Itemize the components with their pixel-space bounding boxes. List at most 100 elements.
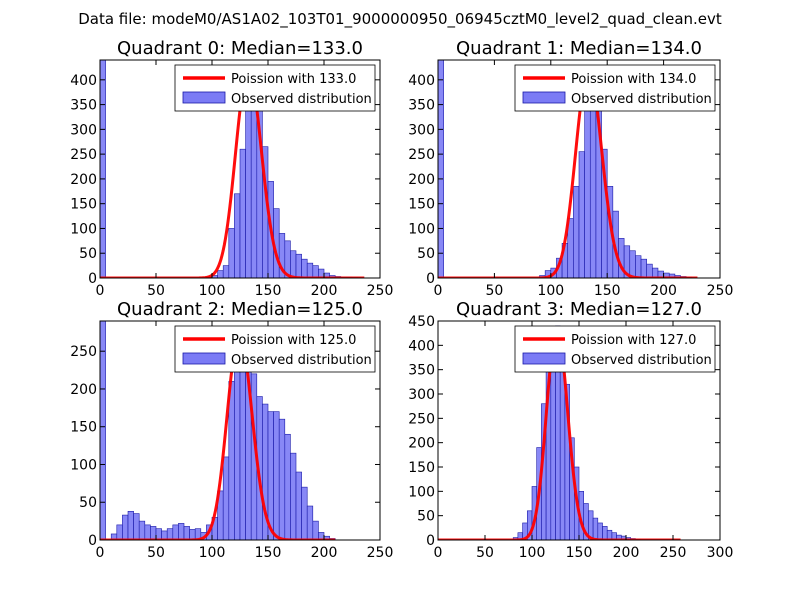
- y-tick-label: 400: [408, 73, 435, 89]
- subplot-quadrant-2: 0 50 100 150 200 250 0 50 100 150 200 250 Quadrant 2…: [70, 299, 393, 561]
- histogram-bar: [222, 265, 230, 278]
- x-tick-label: 50: [485, 283, 503, 299]
- histogram-bar: [239, 148, 246, 278]
- y-tick-label: 250: [70, 344, 97, 360]
- histogram-bar: [602, 526, 608, 540]
- y-tick-label: 0: [426, 533, 435, 549]
- histogram-bar: [646, 263, 653, 278]
- x-tick-label: 50: [476, 545, 494, 561]
- histogram-bar: [273, 411, 280, 540]
- legend: Poission with 134.0 Observed distribution: [514, 64, 716, 112]
- y-tick-label: 200: [408, 172, 435, 188]
- histogram-bar: [312, 520, 319, 540]
- y-tick-label: 150: [70, 197, 97, 213]
- legend-bar-label: Observed distribution: [571, 92, 712, 107]
- y-tick-label: 100: [70, 457, 97, 473]
- histogram-bar: [172, 524, 179, 540]
- histogram-bar: [284, 433, 291, 540]
- legend-bar-label: Observed distribution: [231, 353, 372, 368]
- histogram-bar: [290, 250, 297, 278]
- histogram-bar: [183, 526, 190, 540]
- legend-line-label: Poission with 127.0: [571, 333, 696, 348]
- histogram-bar: [133, 513, 140, 540]
- histogram-bar: [438, 60, 444, 278]
- histogram-bar: [166, 528, 174, 540]
- y-tick-label: 100: [70, 221, 97, 237]
- histogram-bar: [155, 528, 162, 540]
- subplot-title: Quadrant 1: Median=134.0: [456, 38, 702, 59]
- y-tick-label: 50: [79, 246, 97, 262]
- x-tick-label: 250: [367, 283, 394, 299]
- legend-bar-label: Observed distribution: [571, 353, 712, 368]
- poisson-curve: [100, 68, 365, 278]
- histogram-bar: [150, 526, 157, 540]
- y-tick-label: 350: [408, 363, 435, 379]
- histogram-bar: [306, 262, 314, 278]
- y-tick-label: 450: [408, 314, 435, 330]
- histogram-bar: [295, 471, 302, 540]
- x-tick-label: 300: [707, 545, 734, 561]
- y-tick-label: 50: [417, 509, 435, 525]
- legend-line-label: Poission with 133.0: [231, 72, 356, 87]
- x-tick-label: 150: [594, 283, 621, 299]
- histogram-bar: [573, 186, 580, 278]
- histogram-bar: [306, 505, 314, 540]
- poisson-curve: [438, 68, 698, 278]
- y-tick-label: 300: [70, 122, 97, 138]
- subplot-quadrant-0: 0 50 100 150 200 250 0 50 100 150 200 250 300 350 400 Q…: [70, 38, 393, 299]
- legend-bar-swatch: [182, 352, 226, 365]
- y-tick-label: 350: [408, 98, 435, 114]
- legend-bar-label: Observed distribution: [231, 92, 372, 107]
- figure-suptitle: Data file: modeM0/AS1A02_103T01_90000009…: [78, 10, 722, 29]
- histogram-bar: [312, 265, 319, 278]
- histogram-bar: [122, 514, 129, 540]
- histogram-bar: [100, 60, 106, 278]
- x-tick-label: 50: [147, 545, 165, 561]
- subplot-quadrant-1: 0 50 100 150 200 250 0 50 100 150 200 250 300 350 400 Q…: [408, 38, 733, 299]
- histogram-bar: [301, 486, 308, 540]
- axes-frame: [99, 59, 381, 279]
- axes-frame: [437, 59, 721, 279]
- histogram-bar: [127, 511, 134, 540]
- legend-line-label: Poission with 125.0: [231, 333, 356, 348]
- y-tick-label: 250: [408, 147, 435, 163]
- x-tick-label: 150: [255, 283, 282, 299]
- plot-area-0: [100, 60, 365, 278]
- y-tick-label: 250: [70, 147, 97, 163]
- x-tick-label: 0: [96, 283, 105, 299]
- histogram-bar: [144, 524, 151, 540]
- histogram-bar: [592, 517, 599, 540]
- histogram-bar: [217, 270, 224, 278]
- histogram-bar: [550, 345, 556, 540]
- x-tick-label: 100: [537, 283, 564, 299]
- y-tick-label: 150: [408, 460, 435, 476]
- x-tick-label: 50: [147, 283, 165, 299]
- x-tick-label: 200: [311, 545, 338, 561]
- y-tick-label: 50: [79, 495, 97, 511]
- x-tick-label: 0: [434, 545, 443, 561]
- y-tick-label: 0: [88, 533, 97, 549]
- x-tick-label: 0: [434, 283, 443, 299]
- histogram-bar: [100, 321, 106, 540]
- x-tick-label: 200: [650, 283, 677, 299]
- y-tick-label: 200: [70, 172, 97, 188]
- subplot-title: Quadrant 0: Median=133.0: [117, 38, 363, 59]
- histogram-bar: [635, 255, 642, 278]
- histogram-bar: [116, 524, 123, 540]
- x-tick-label: 150: [255, 545, 282, 561]
- legend: Poission with 125.0 Observed distribution: [174, 325, 376, 373]
- legend: Poission with 127.0 Observed distribution: [514, 325, 716, 373]
- histogram-bar: [290, 452, 297, 540]
- y-tick-label: 400: [70, 73, 97, 89]
- histogram-bar: [584, 106, 591, 278]
- x-tick-label: 250: [660, 545, 687, 561]
- y-tick-label: 300: [408, 387, 435, 403]
- x-tick-label: 100: [199, 283, 226, 299]
- plot-area-1: [438, 60, 698, 278]
- histogram-bar: [228, 228, 235, 278]
- histogram-bar: [245, 104, 252, 278]
- y-tick-label: 150: [408, 197, 435, 213]
- subplot-title: Quadrant 2: Median=125.0: [117, 299, 363, 320]
- histogram-bar: [234, 354, 241, 540]
